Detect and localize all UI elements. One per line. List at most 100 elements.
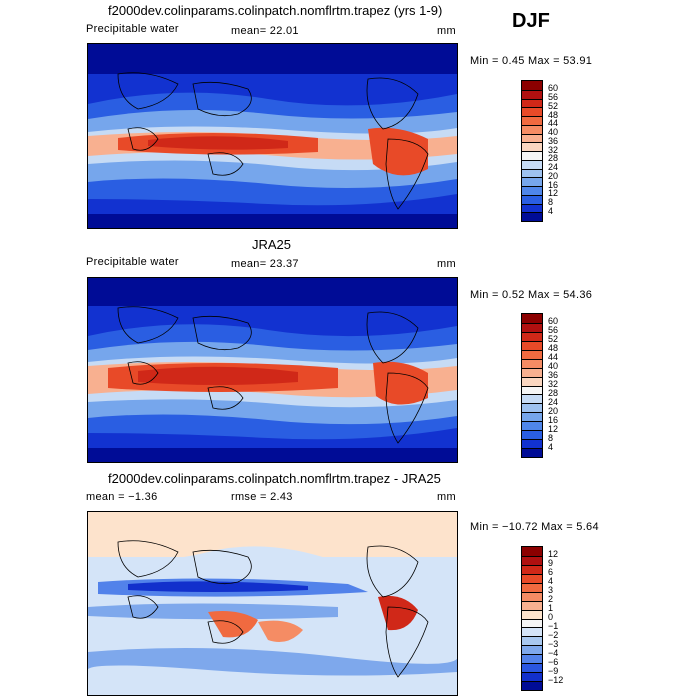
colorbar-tick-label: 6 [548, 567, 554, 578]
colorbar-swatch [522, 672, 542, 682]
colorbar-swatch [522, 439, 542, 449]
colorbar-swatch [522, 627, 542, 637]
panel-3-units: mm [437, 491, 456, 503]
colorbar-swatch [522, 430, 542, 440]
colorbar-tick-label: −4 [548, 647, 559, 658]
colorbar-tick-label: 8 [548, 197, 554, 207]
colorbar-swatch [522, 600, 542, 610]
panel-1-map [87, 43, 458, 229]
colorbar-swatch [522, 89, 542, 99]
colorbar-swatch [522, 421, 542, 431]
panel-2-field [88, 278, 457, 462]
panel-1-variable: Precipitable water [86, 23, 179, 35]
colorbar-tick-label: −12 [548, 674, 564, 685]
colorbar-tick-label: 52 [548, 100, 559, 111]
panel-1-units: mm [437, 25, 456, 37]
colorbar-swatch [522, 331, 542, 341]
colorbar-swatch [522, 681, 542, 690]
colorbar-swatch [522, 618, 542, 628]
panel-2-variable: Precipitable water [86, 256, 179, 268]
colorbar-swatch [522, 116, 542, 125]
panel-2-minmax: Min = 0.52 Max = 54.36 [470, 289, 593, 301]
colorbar-swatch [522, 663, 542, 673]
colorbar-tick-label: 8 [548, 432, 554, 443]
colorbar-tick-label: 20 [548, 170, 559, 181]
panel-3-map [87, 511, 458, 696]
colorbar-swatch [522, 636, 542, 646]
colorbar-swatch [522, 412, 542, 422]
colorbar-swatch [522, 358, 542, 368]
colorbar-swatch [522, 564, 542, 574]
colorbar-tick-label: 32 [548, 144, 559, 155]
colorbar-swatch [522, 555, 542, 565]
colorbar-swatch [522, 349, 542, 359]
colorbar-tick-label: 40 [548, 361, 559, 372]
colorbar-tick-label: −9 [548, 665, 559, 676]
panel-1-minmax: Min = 0.45 Max = 53.91 [470, 55, 593, 67]
colorbar-swatch [522, 107, 542, 116]
colorbar-tick-label: −1 [548, 620, 559, 631]
colorbar-tick-label: 4 [548, 576, 554, 587]
colorbar-tick-label: −3 [548, 638, 559, 649]
colorbar-tick-label: 48 [548, 343, 559, 354]
colorbar-swatch [522, 322, 542, 332]
colorbar-tick-label: 60 [548, 83, 559, 94]
colorbar-tick-label: 4 [548, 205, 554, 216]
colorbar-tick-label: 24 [548, 162, 559, 172]
colorbar-swatch [522, 385, 542, 395]
colorbar-tick-label: 1 [548, 603, 554, 614]
panel-3-minmax: Min = −10.72 Max = 5.64 [470, 521, 599, 533]
colorbar-swatch [522, 151, 542, 160]
colorbar-swatch [522, 168, 542, 178]
colorbar-swatch [522, 133, 542, 143]
colorbar-tick-label: −6 [548, 656, 559, 667]
colorbar-tick-label: 3 [548, 585, 554, 596]
colorbar-tick-label: 9 [548, 558, 554, 569]
colorbar-swatch [522, 81, 542, 90]
colorbar-tick-label: 0 [548, 612, 554, 622]
colorbar-tick-label: 44 [548, 352, 559, 363]
colorbar-tick-label: 12 [548, 423, 559, 434]
colorbar-swatch [522, 591, 542, 601]
panel-3-title: f2000dev.colinparams.colinpatch.nomflrtm… [108, 471, 441, 486]
panel-2-title: JRA25 [252, 237, 292, 252]
colorbar-swatch [522, 314, 542, 323]
colorbar-swatch [522, 403, 542, 413]
colorbar-tick-label: 16 [548, 414, 559, 425]
colorbar-swatch [522, 212, 542, 221]
colorbar-tick-label: 36 [548, 135, 559, 146]
colorbar-tick-label: 40 [548, 127, 559, 137]
colorbar-tick-label: 12 [548, 549, 559, 560]
colorbar-tick-label: 48 [548, 109, 559, 120]
panel-2-colorbar [521, 313, 543, 458]
panel-3-mean: mean = −1.36 [86, 491, 158, 503]
colorbar-tick-label: 12 [548, 188, 559, 199]
colorbar-tick-label: 56 [548, 325, 559, 336]
colorbar-swatch [522, 645, 542, 655]
colorbar-tick-label: 2 [548, 594, 554, 605]
panel-2-map [87, 277, 458, 463]
colorbar-swatch [522, 203, 542, 213]
panel-3-field [88, 512, 457, 695]
colorbar-swatch [522, 654, 542, 664]
colorbar-swatch [522, 142, 542, 151]
colorbar-tick-label: 24 [548, 396, 559, 407]
colorbar-tick-label: 32 [548, 379, 559, 389]
colorbar-tick-label: 56 [548, 92, 559, 102]
panel-1-field [88, 44, 457, 228]
season-label: DJF [512, 10, 550, 32]
panel-2-mean: mean= 23.37 [231, 258, 299, 270]
colorbar-swatch [522, 609, 542, 619]
colorbar-swatch [522, 98, 542, 108]
colorbar-swatch [522, 573, 542, 583]
colorbar-swatch [522, 547, 542, 556]
colorbar-swatch [522, 177, 542, 186]
panel-1-colorbar [521, 80, 543, 222]
colorbar-swatch [522, 340, 542, 350]
colorbar-tick-label: 28 [548, 153, 559, 164]
colorbar-tick-label: 52 [548, 334, 559, 345]
colorbar-swatch [522, 367, 542, 377]
colorbar-tick-label: 44 [548, 118, 559, 129]
colorbar-tick-label: 60 [548, 316, 559, 327]
colorbar-tick-label: 16 [548, 179, 559, 190]
